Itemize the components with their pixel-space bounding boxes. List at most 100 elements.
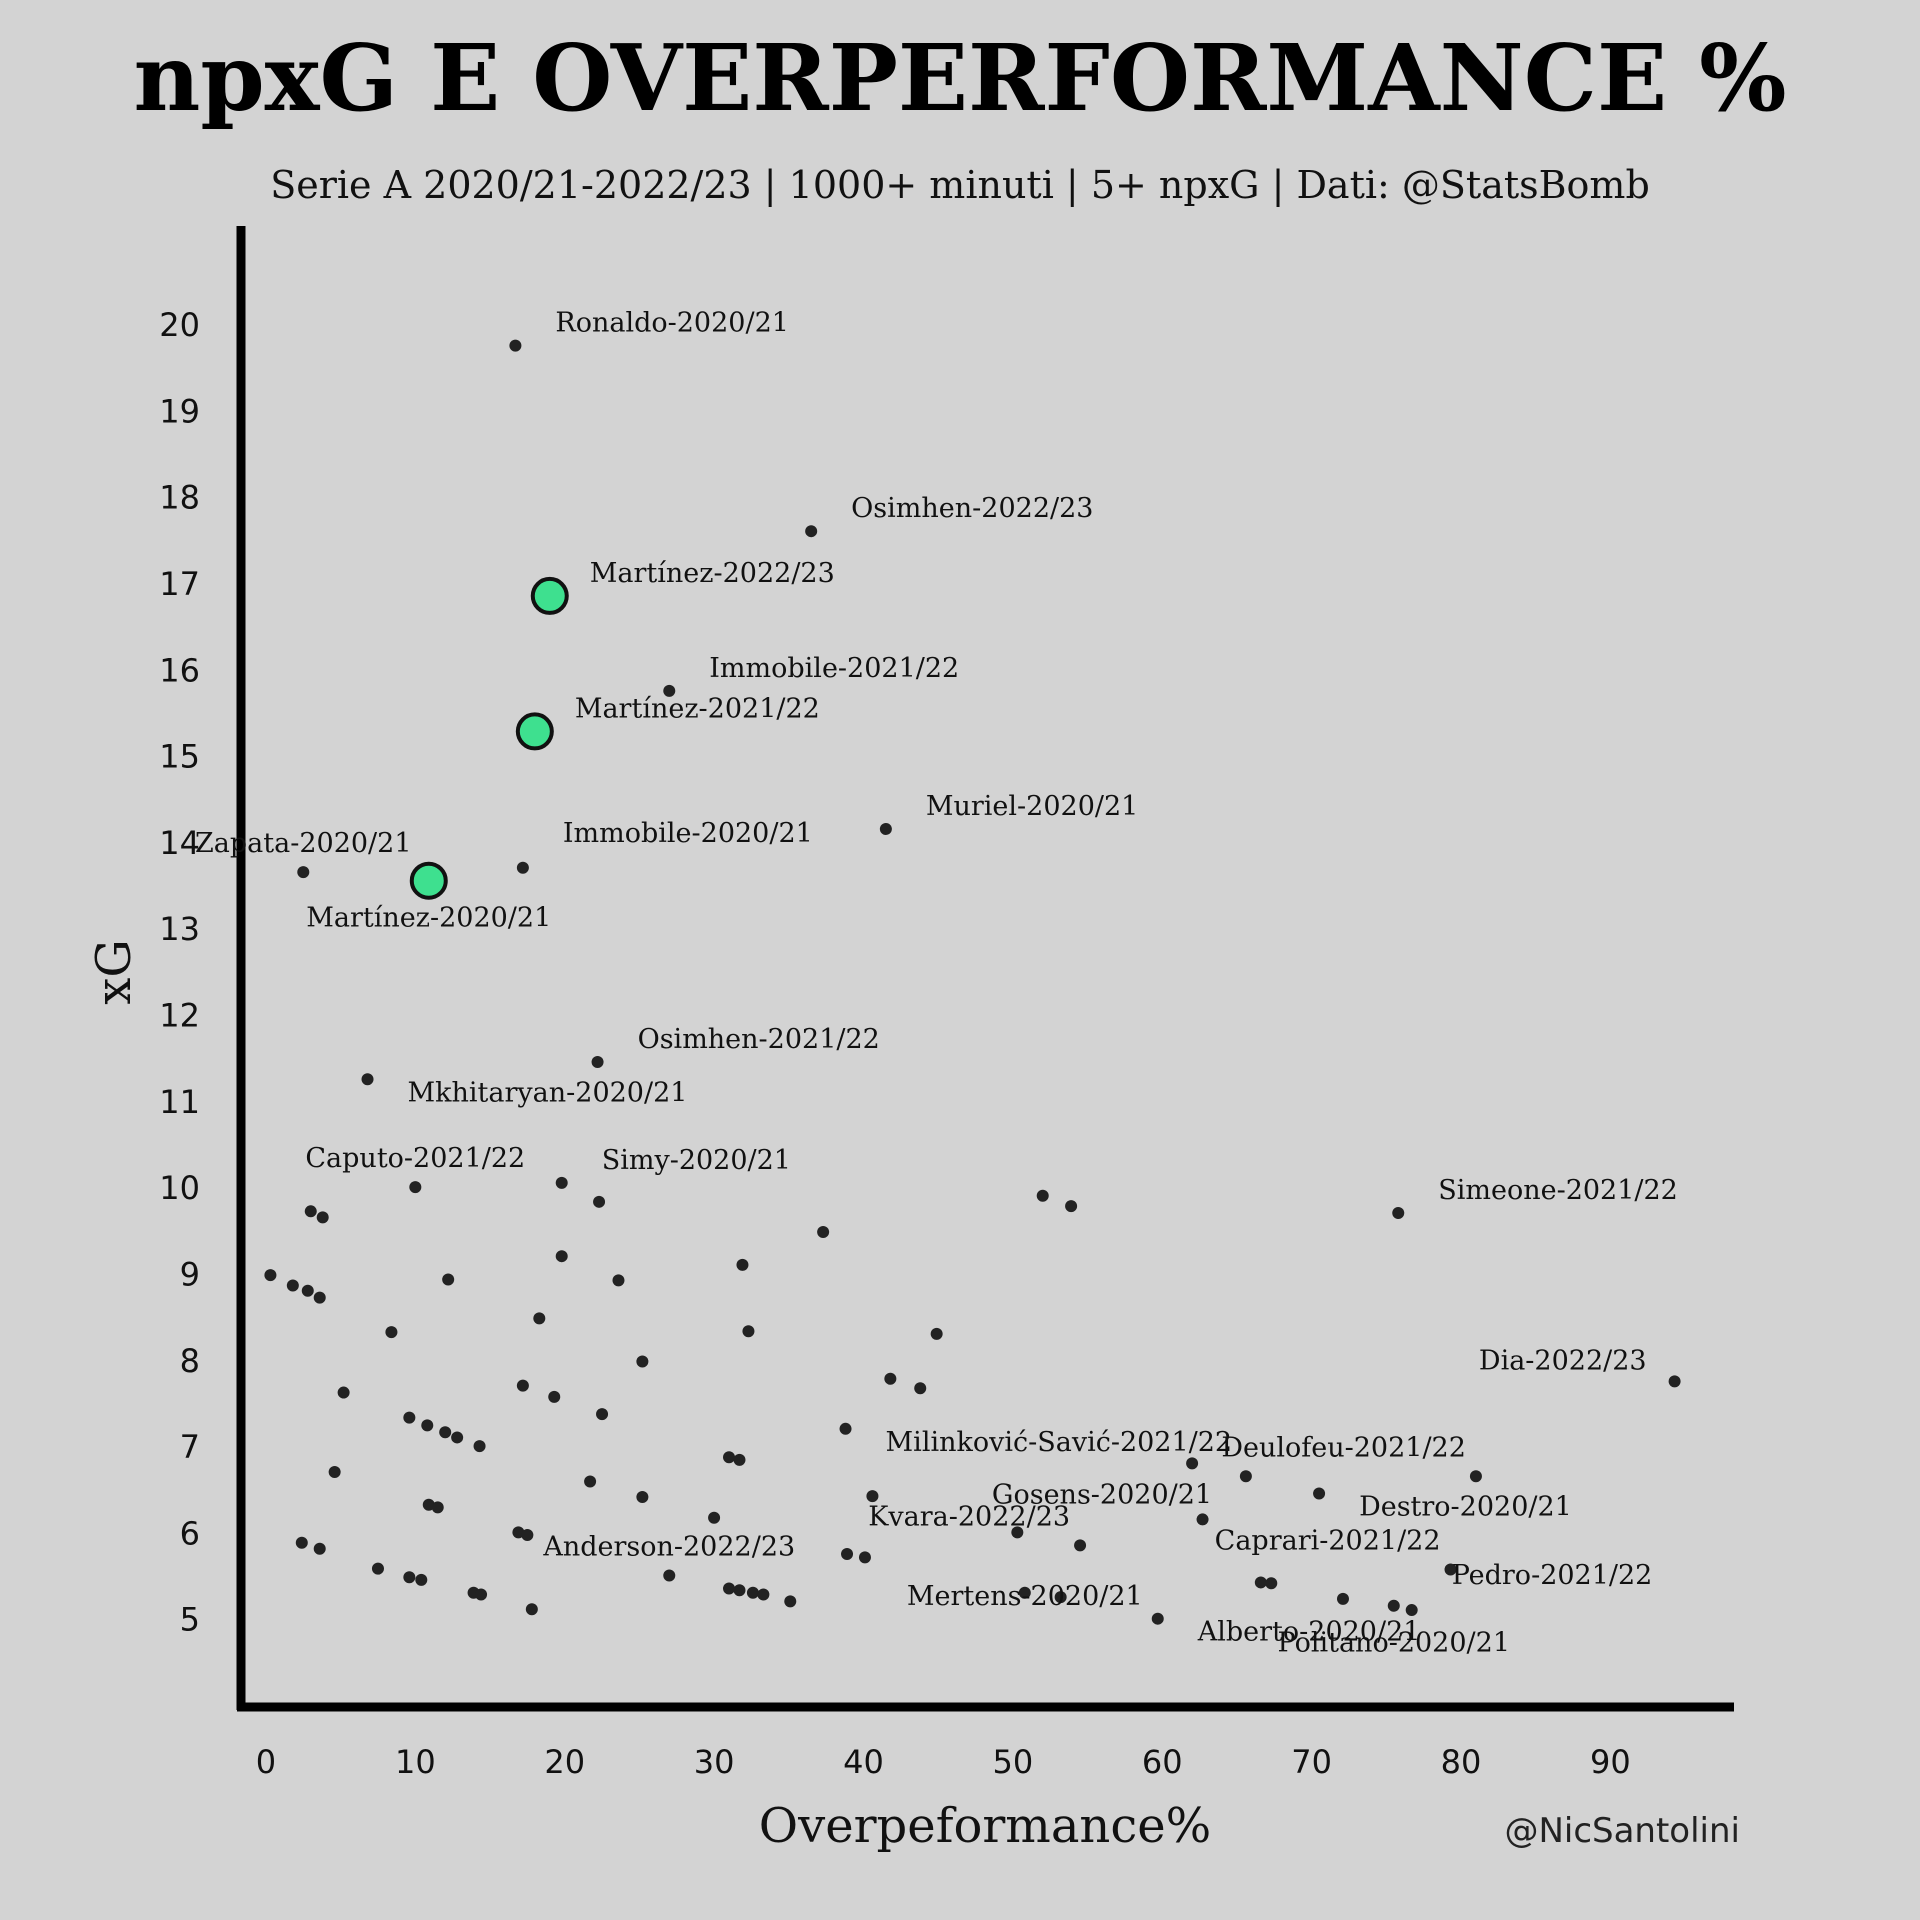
y-tick-label: 19 (159, 392, 200, 430)
labeled-data-point (1668, 1375, 1681, 1388)
data-point (442, 1273, 455, 1286)
x-tick-label: 60 (1142, 1743, 1183, 1781)
point-label: Dia-2022/23 (1479, 1345, 1647, 1376)
point-label: Kvara-2022/23 (868, 1501, 1070, 1532)
data-point (295, 1536, 308, 1549)
y-tick-label: 9 (180, 1255, 200, 1293)
data-point (746, 1586, 759, 1599)
point-label: Martínez-2020/21 (306, 903, 551, 934)
labeled-data-point (1151, 1612, 1164, 1625)
x-tick-label: 30 (694, 1743, 735, 1781)
data-point (593, 1195, 606, 1208)
data-point (286, 1279, 299, 1292)
x-tick-label: 0 (256, 1743, 276, 1781)
y-tick-label: 10 (159, 1169, 200, 1207)
x-tick-label: 50 (992, 1743, 1033, 1781)
data-point (548, 1390, 561, 1403)
point-label: Deulofeu-2021/22 (1221, 1432, 1466, 1463)
y-tick-label: 13 (159, 910, 200, 948)
labeled-data-point (509, 339, 522, 352)
x-tick-label: 90 (1590, 1743, 1631, 1781)
y-tick-label: 14 (159, 824, 200, 862)
data-point (516, 1379, 529, 1392)
x-tick-label: 80 (1441, 1743, 1482, 1781)
labeled-data-point (555, 1176, 568, 1189)
data-point (371, 1562, 384, 1575)
y-tick-label: 11 (159, 1083, 200, 1121)
data-points (264, 339, 1681, 1625)
y-tick-label: 7 (180, 1428, 200, 1466)
labeled-data-point (1018, 1586, 1031, 1599)
x-axis-title: Overpeformance% (759, 1798, 1212, 1854)
data-point (1065, 1200, 1078, 1213)
data-point (784, 1595, 797, 1608)
data-point (337, 1386, 350, 1399)
data-point (841, 1547, 854, 1560)
labeled-data-point (297, 866, 310, 879)
y-tick-label: 20 (159, 306, 200, 344)
x-tick-label: 70 (1291, 1743, 1332, 1781)
data-point (914, 1382, 927, 1395)
point-label: Martínez-2022/23 (590, 558, 835, 589)
point-label: Mkhitaryan-2020/21 (408, 1077, 688, 1108)
data-point (1254, 1576, 1267, 1589)
data-point (612, 1274, 625, 1287)
data-point (817, 1226, 830, 1239)
data-point (525, 1603, 538, 1616)
point-label: Martínez-2021/22 (575, 693, 820, 724)
data-point (403, 1411, 416, 1424)
data-point (415, 1573, 428, 1586)
highlighted-data-point (530, 576, 569, 615)
data-point (1054, 1591, 1067, 1604)
point-label: Zapata-2020/21 (195, 828, 411, 859)
point-label: Muriel-2020/21 (926, 791, 1138, 822)
data-point (328, 1465, 341, 1478)
x-tick-label: 10 (395, 1743, 436, 1781)
labeled-data-point (1074, 1539, 1087, 1552)
x-tick-label: 40 (843, 1743, 884, 1781)
data-point (533, 1312, 546, 1325)
highlighted-data-point (409, 861, 448, 900)
point-label: Caprari-2021/22 (1215, 1525, 1441, 1556)
point-label: Mertens-2020/21 (907, 1581, 1143, 1612)
labeled-data-point (361, 1073, 374, 1086)
point-label: Immobile-2021/22 (709, 653, 959, 684)
y-axis-title: xG (86, 939, 142, 1004)
data-point (636, 1355, 649, 1368)
data-point (636, 1490, 649, 1503)
labeled-data-point (879, 822, 892, 835)
labeled-data-point (1313, 1487, 1326, 1500)
y-tick-label: 15 (159, 738, 200, 776)
y-tick-label: 16 (159, 651, 200, 689)
point-label: Anderson-2022/23 (542, 1532, 795, 1563)
labeled-data-point (1444, 1563, 1457, 1576)
data-point (1036, 1189, 1049, 1202)
data-point (723, 1582, 736, 1595)
labeled-data-point (663, 1569, 676, 1582)
y-tick-label: 18 (159, 479, 200, 517)
data-point (596, 1408, 609, 1421)
data-point (930, 1327, 943, 1340)
chart-subtitle: Serie A 2020/21-2022/23 | 1000+ minuti |… (270, 163, 1650, 207)
data-point (431, 1501, 444, 1514)
data-point (316, 1211, 329, 1224)
data-point (521, 1528, 534, 1541)
labeled-data-point (1186, 1457, 1199, 1470)
data-point (858, 1551, 871, 1564)
labeled-data-point (805, 525, 818, 538)
data-point (742, 1325, 755, 1338)
author-credit: @NicSantolini (1504, 1811, 1740, 1851)
y-tick-label: 12 (159, 997, 200, 1035)
point-label: Milinković-Savić-2021/22 (886, 1427, 1233, 1458)
labeled-data-point (1469, 1470, 1482, 1483)
data-point (475, 1588, 488, 1601)
data-point (708, 1511, 721, 1524)
labeled-data-point (409, 1181, 422, 1194)
data-point (584, 1475, 597, 1488)
point-label: Caputo-2021/22 (305, 1143, 525, 1174)
labeled-data-point (663, 684, 676, 697)
data-point (1011, 1526, 1024, 1539)
point-label: Destro-2020/21 (1359, 1492, 1572, 1523)
chart-title: npxG E OVERPERFORMANCE % (133, 24, 1786, 132)
data-point (439, 1426, 452, 1439)
